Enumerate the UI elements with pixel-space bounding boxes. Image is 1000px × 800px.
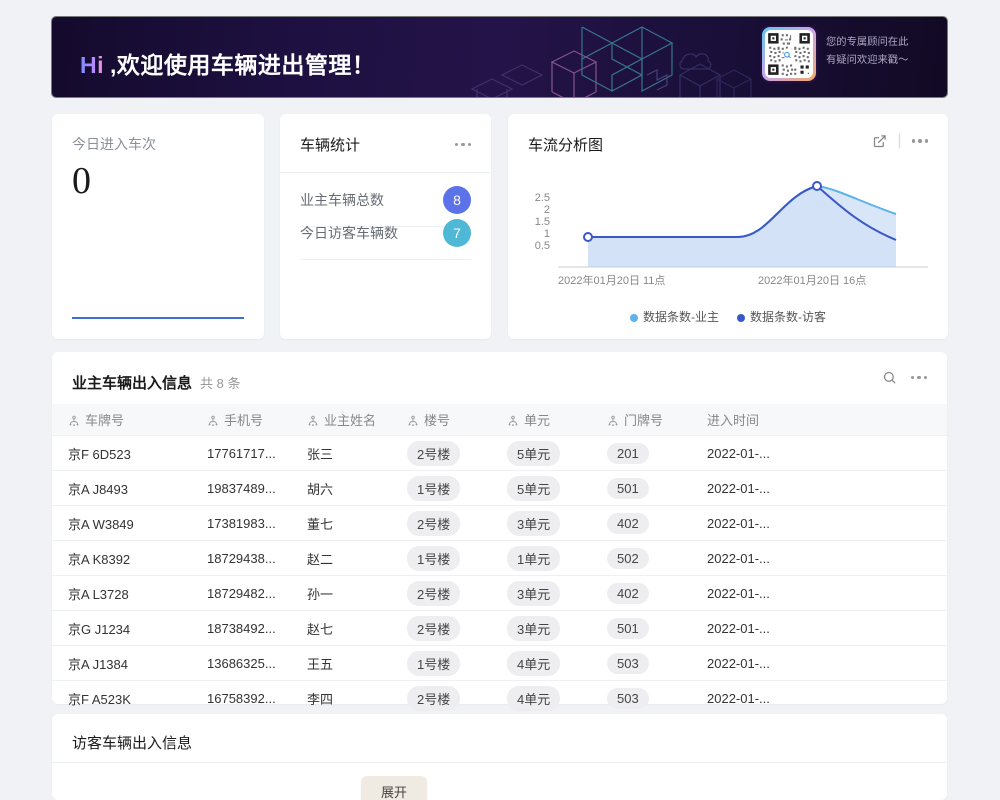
svg-text:0.5: 0.5: [535, 240, 550, 252]
svg-text:2: 2: [544, 204, 550, 216]
svg-text:2022年01月20日 16点: 2022年01月20日 16点: [758, 273, 866, 287]
svg-text:2022年01月20日 11点: 2022年01月20日 11点: [558, 273, 665, 287]
svg-text:1: 1: [544, 228, 550, 240]
svg-text:2.5: 2.5: [535, 192, 550, 204]
svg-text:1.5: 1.5: [535, 216, 550, 228]
